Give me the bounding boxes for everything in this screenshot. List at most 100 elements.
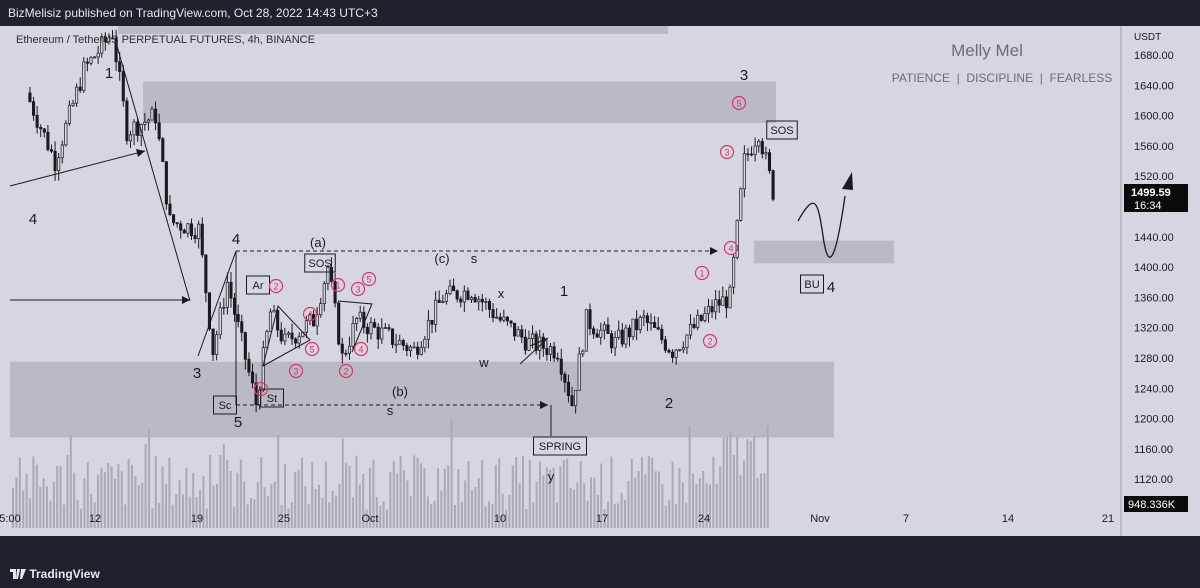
- volume-bar: [267, 496, 269, 528]
- candle-body: [674, 349, 678, 358]
- candle-body: [653, 322, 657, 328]
- tradingview-logo-icon[interactable]: [10, 560, 26, 588]
- volume-bar: [63, 504, 65, 528]
- price-tick-label: 1680.00: [1134, 50, 1174, 62]
- volume-bar: [100, 467, 103, 528]
- volume-bar: [52, 481, 55, 528]
- price-axis: 1680.001640.001600.001560.001520.001480.…: [1134, 50, 1174, 486]
- top-zone: [118, 26, 668, 34]
- candle-body: [584, 309, 588, 352]
- candle-body: [110, 37, 115, 40]
- candle-body: [484, 300, 488, 303]
- volume-bar: [430, 504, 433, 528]
- candle-body: [75, 86, 79, 104]
- circled-wave-number: 2: [268, 278, 284, 294]
- candle-body: [408, 346, 413, 352]
- volume-tag: 948.336K: [1124, 496, 1188, 512]
- volume-bar: [321, 497, 324, 528]
- price-tick-label: 1640.00: [1134, 80, 1174, 92]
- volume-bar: [35, 464, 38, 528]
- candle-body: [710, 306, 714, 313]
- volume-bar: [739, 475, 742, 528]
- candle-body: [164, 161, 168, 205]
- volume-bar: [114, 478, 116, 528]
- candle-body: [592, 328, 596, 335]
- wave-label: x: [498, 286, 505, 301]
- volume-bar: [338, 483, 341, 528]
- candle-body: [530, 333, 535, 339]
- volume-bar: [46, 486, 48, 528]
- publish-header: BizMelisiz published on TradingView.com,…: [0, 0, 1200, 26]
- volume-bar: [661, 483, 664, 528]
- candle-body: [469, 297, 474, 300]
- candle-body: [487, 300, 492, 310]
- volume-bar: [151, 508, 154, 528]
- candle-body: [132, 121, 136, 136]
- volume-bar: [134, 475, 137, 528]
- volume-bar: [634, 477, 637, 528]
- circled-number-text: 1: [335, 281, 340, 291]
- candle-body: [143, 121, 147, 125]
- time-tick-label: 14: [1002, 513, 1014, 525]
- time-tick-label: 5:00: [0, 513, 21, 525]
- volume-bar: [712, 456, 715, 528]
- price-chart[interactable]: 14345(a)(b)(c)xw12y34ssSOSArStScSPRINGSO…: [0, 26, 1200, 536]
- volume-bar: [15, 477, 18, 528]
- wyckoff-label-box: [800, 274, 824, 294]
- volume-bar: [59, 466, 62, 528]
- candle-body: [118, 61, 122, 72]
- candle-body: [46, 131, 50, 150]
- volume-bar: [488, 501, 490, 528]
- candle-body: [182, 229, 186, 234]
- volume-bar: [294, 472, 297, 528]
- candle-body: [667, 349, 671, 353]
- volume-bar: [280, 505, 283, 528]
- candle-body: [477, 298, 481, 303]
- candle-body: [100, 36, 104, 54]
- volume-bar: [613, 504, 616, 528]
- volume-bar: [137, 485, 140, 528]
- volume-bar: [409, 496, 412, 528]
- candle-body: [103, 36, 107, 43]
- circled-wave-number: 1: [330, 277, 346, 293]
- circled-number-ring: [302, 306, 318, 322]
- wyckoff-label: SOS: [766, 120, 798, 140]
- candle-body: [121, 71, 125, 102]
- volume-bar: [719, 466, 722, 528]
- candle-body: [294, 338, 298, 344]
- volume-bar: [420, 463, 422, 528]
- price-tick-label: 1200.00: [1134, 414, 1174, 426]
- publish-info: BizMelisiz published on TradingView.com,…: [8, 6, 378, 20]
- candle-body: [236, 313, 240, 322]
- candle-body: [444, 293, 448, 302]
- volume-bar: [345, 463, 348, 528]
- candle-body: [627, 327, 632, 338]
- chart-area[interactable]: 1 4 3 4 5 (a) (b) (c) x w 1 2 y 3 4 s s SOS Ar St Sc SPRING SO…: [0, 26, 1200, 536]
- price-tick-label: 1320.00: [1134, 323, 1174, 335]
- candle-body: [466, 290, 470, 300]
- footer-brand[interactable]: TradingView: [29, 567, 100, 581]
- candle-body: [193, 235, 197, 240]
- volume-bar: [715, 483, 718, 528]
- volume-bar: [352, 497, 354, 528]
- candle-body: [64, 122, 68, 146]
- volume-bar: [705, 483, 708, 528]
- volume-bar: [464, 480, 467, 528]
- volume-bar: [168, 457, 171, 528]
- volume-bar: [528, 459, 531, 528]
- volume-bar: [284, 464, 286, 528]
- volume-bar: [18, 457, 21, 528]
- volume-bar: [491, 504, 494, 528]
- volume-bar: [49, 500, 52, 528]
- volume-bar: [522, 456, 524, 528]
- candle-body: [685, 334, 689, 349]
- candle-body: [240, 321, 244, 333]
- volume-bar: [685, 502, 688, 528]
- candle-body: [480, 298, 484, 303]
- countdown: 16:34: [1134, 200, 1162, 212]
- volume-bar: [681, 482, 684, 528]
- candle-body: [35, 114, 39, 128]
- volume-bar: [335, 495, 337, 528]
- candle-body: [67, 104, 71, 124]
- volume-bar: [511, 465, 514, 528]
